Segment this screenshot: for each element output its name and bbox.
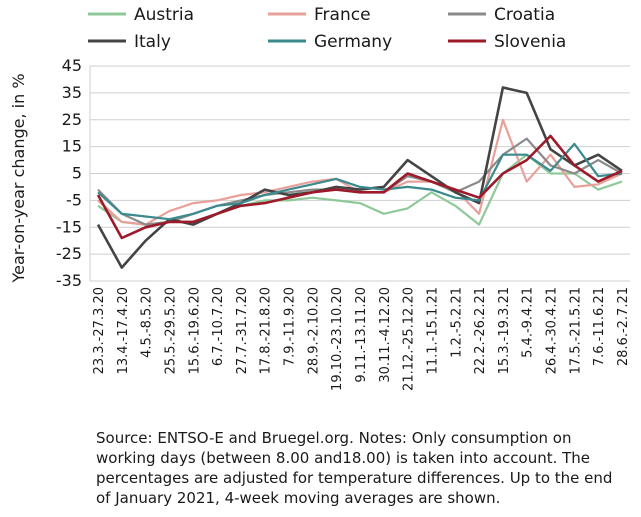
x-tick-label: 15.6.-19.6.20	[187, 287, 202, 374]
legend: Austria France Croatia Italy Germany Slovenia	[88, 5, 566, 52]
x-tick-label: 7.6.-11.6.21	[592, 287, 607, 366]
x-tick-label: 1.2.-5.2.21	[449, 287, 464, 358]
source-note: Source: ENTSO-E and Bruegel.org. Notes: …	[96, 429, 613, 507]
y-axis-ticks: 45 35 25 15 5 -5 -15 -25 -35	[56, 56, 82, 290]
series-lines	[96, 86, 623, 269]
y-tick-label: 25	[62, 110, 82, 129]
y-tick-label: 5	[72, 164, 82, 183]
x-tick-label: 28.9.-2.10.20	[306, 287, 321, 374]
y-tick-label: -15	[56, 217, 82, 236]
series-line-italy	[96, 86, 623, 269]
x-axis-ticks: 23.3.-27.3.20 13.4.-17.4.20 4.5.-8.5.20 25.…	[92, 287, 631, 391]
legend-label: Germany	[314, 32, 392, 52]
x-tick-label: 28.6.-2.7.21	[616, 287, 631, 366]
x-tick-label: 4.5.-8.5.20	[140, 287, 155, 358]
y-tick-label: 45	[62, 56, 82, 75]
chart: Austria France Croatia Italy Germany Slovenia…	[9, 5, 631, 391]
series-line-slovenia	[96, 134, 623, 240]
series-line-croatia	[97, 137, 623, 226]
legend-label: Croatia	[494, 5, 555, 25]
legend-label: Slovenia	[494, 32, 566, 52]
y-axis-label: Year-on-year change, in %	[9, 73, 28, 283]
x-tick-label: 25.5.-29.5.20	[163, 287, 178, 374]
legend-label: France	[314, 5, 371, 25]
x-tick-label: 26.4.-30.4.21	[545, 287, 560, 374]
x-tick-label: 13.4.-17.4.20	[116, 287, 131, 374]
x-tick-label: 17.8.-21.8.20	[259, 287, 274, 374]
y-tick-label: 15	[62, 137, 82, 156]
x-tick-label: 19.10.-23.10.20	[330, 287, 345, 391]
y-tick-label: 35	[62, 83, 82, 102]
y-tick-label: -35	[56, 271, 82, 290]
legend-label: Italy	[134, 32, 171, 52]
x-tick-label: 22.2.-26.2.21	[473, 287, 488, 374]
x-tick-label: 7.9.-11.9.20	[283, 287, 298, 366]
x-tick-label: 6.7.-10.7.20	[211, 287, 226, 366]
legend-label: Austria	[134, 5, 194, 25]
y-tick-label: -25	[56, 244, 82, 263]
y-tick-label: -5	[66, 190, 82, 209]
x-tick-label: 11.1.-15.1.21	[425, 287, 440, 374]
x-tick-label: 15.3.-19.3.21	[497, 287, 512, 374]
x-tick-label: 21.12.-25.12.20	[402, 287, 417, 391]
x-tick-label: 9.11.-13.11.20	[354, 287, 369, 383]
x-tick-label: 30.11.-4.12.20	[378, 287, 393, 383]
x-tick-label: 27.7.-31.7.20	[235, 287, 250, 374]
series-line-germany	[97, 142, 623, 221]
x-tick-label: 17.5.-21.5.21	[568, 287, 583, 374]
x-tick-label: 5.4.-9.4.21	[521, 287, 536, 358]
x-tick-label: 23.3.-27.3.20	[92, 287, 107, 374]
